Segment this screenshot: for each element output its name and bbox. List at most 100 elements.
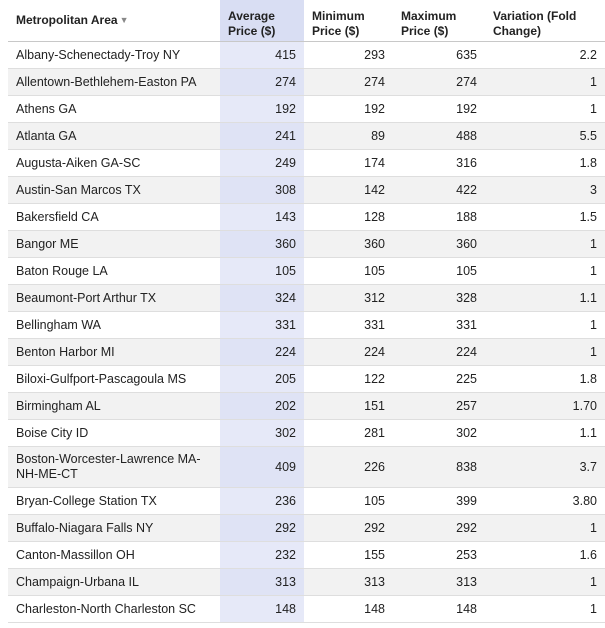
minimum-price-cell: 331 <box>304 311 393 339</box>
maximum-price-cell: 422 <box>393 176 485 204</box>
average-price-cell: 143 <box>220 203 304 231</box>
header-metro[interactable]: Metropolitan Area ▼ <box>8 0 220 42</box>
table-row[interactable]: Bangor ME 360 360 360 1 <box>8 230 605 258</box>
variation-cell: 3.80 <box>485 487 605 515</box>
table-row[interactable]: Allentown-Bethlehem-Easton PA 274 274 274 1 <box>8 68 605 96</box>
minimum-price-cell: 360 <box>304 230 393 258</box>
minimum-price-cell: 89 <box>304 122 393 150</box>
average-price-cell: 224 <box>220 338 304 366</box>
average-price-cell: 302 <box>220 419 304 447</box>
maximum-price-cell: 148 <box>393 595 485 623</box>
variation-cell: 1 <box>485 230 605 258</box>
variation-cell: 1 <box>485 257 605 285</box>
variation-cell: 1.6 <box>485 541 605 569</box>
table-row[interactable]: Benton Harbor MI 224 224 224 1 <box>8 338 605 366</box>
average-price-cell: 308 <box>220 176 304 204</box>
variation-cell: 2.2 <box>485 41 605 69</box>
header-maximum-price-label: Maximum Price ($) <box>401 9 457 38</box>
header-maximum-price[interactable]: Maximum Price ($) <box>393 0 485 42</box>
table-row[interactable]: Canton-Massillon OH 232 155 253 1.6 <box>8 541 605 569</box>
variation-cell: 3.7 <box>485 446 605 488</box>
maximum-price-cell: 257 <box>393 392 485 420</box>
maximum-price-cell: 360 <box>393 230 485 258</box>
header-minimum-price-label: Minimum Price ($) <box>312 9 365 38</box>
header-metro-label: Metropolitan Area <box>16 13 118 27</box>
variation-cell: 1 <box>485 568 605 596</box>
table-row[interactable]: Bakersfield CA 143 128 188 1.5 <box>8 203 605 231</box>
table-row[interactable]: Buffalo-Niagara Falls NY 292 292 292 1 <box>8 514 605 542</box>
table-row[interactable]: Boston-Worcester-Lawrence MA-NH-ME-CT 409… <box>8 446 605 488</box>
table-row[interactable]: Charleston-North Charleston SC 148 148 148 1 <box>8 595 605 623</box>
minimum-price-cell: 105 <box>304 257 393 285</box>
metro-cell: Bryan-College Station TX <box>8 487 220 515</box>
average-price-cell: 148 <box>220 595 304 623</box>
variation-cell: 5.5 <box>485 122 605 150</box>
average-price-cell: 360 <box>220 230 304 258</box>
variation-cell: 1 <box>485 68 605 96</box>
header-variation[interactable]: Variation (Fold Change) <box>485 0 605 42</box>
maximum-price-cell: 488 <box>393 122 485 150</box>
metro-cell: Champaign-Urbana IL <box>8 568 220 596</box>
table-row[interactable]: Baton Rouge LA 105 105 105 1 <box>8 257 605 285</box>
minimum-price-cell: 293 <box>304 41 393 69</box>
table-row[interactable]: Bellingham WA 331 331 331 1 <box>8 311 605 339</box>
metro-cell: Atlanta GA <box>8 122 220 150</box>
table-row[interactable]: Biloxi-Gulfport-Pascagoula MS 205 122 225 1.… <box>8 365 605 393</box>
average-price-cell: 205 <box>220 365 304 393</box>
table-row[interactable]: Birmingham AL 202 151 257 1.70 <box>8 392 605 420</box>
minimum-price-cell: 281 <box>304 419 393 447</box>
maximum-price-cell: 399 <box>393 487 485 515</box>
header-average-price[interactable]: Average Price ($) <box>220 0 304 42</box>
minimum-price-cell: 192 <box>304 95 393 123</box>
average-price-cell: 331 <box>220 311 304 339</box>
average-price-cell: 192 <box>220 95 304 123</box>
table-row[interactable]: Beaumont-Port Arthur TX 324 312 328 1.1 <box>8 284 605 312</box>
variation-cell: 1 <box>485 95 605 123</box>
maximum-price-cell: 188 <box>393 203 485 231</box>
table-row[interactable]: Champaign-Urbana IL 313 313 313 1 <box>8 568 605 596</box>
metro-cell: Beaumont-Port Arthur TX <box>8 284 220 312</box>
minimum-price-cell: 151 <box>304 392 393 420</box>
minimum-price-cell: 142 <box>304 176 393 204</box>
minimum-price-cell: 128 <box>304 203 393 231</box>
minimum-price-cell: 155 <box>304 541 393 569</box>
minimum-price-cell: 312 <box>304 284 393 312</box>
metro-cell: Bellingham WA <box>8 311 220 339</box>
minimum-price-cell: 274 <box>304 68 393 96</box>
metro-cell: Boston-Worcester-Lawrence MA-NH-ME-CT <box>8 446 220 488</box>
table-row[interactable]: Athens GA 192 192 192 1 <box>8 95 605 123</box>
maximum-price-cell: 224 <box>393 338 485 366</box>
minimum-price-cell: 174 <box>304 149 393 177</box>
metro-cell: Birmingham AL <box>8 392 220 420</box>
variation-cell: 1 <box>485 338 605 366</box>
maximum-price-cell: 274 <box>393 68 485 96</box>
maximum-price-cell: 635 <box>393 41 485 69</box>
metro-cell: Benton Harbor MI <box>8 338 220 366</box>
maximum-price-cell: 192 <box>393 95 485 123</box>
table-row[interactable]: Boise City ID 302 281 302 1.1 <box>8 419 605 447</box>
sort-down-icon: ▼ <box>119 15 129 25</box>
table-row[interactable]: Albany-Schenectady-Troy NY 415 293 635 2.2 <box>8 41 605 69</box>
variation-cell: 3 <box>485 176 605 204</box>
maximum-price-cell: 105 <box>393 257 485 285</box>
maximum-price-cell: 331 <box>393 311 485 339</box>
variation-cell: 1.8 <box>485 149 605 177</box>
minimum-price-cell: 122 <box>304 365 393 393</box>
variation-cell: 1.8 <box>485 365 605 393</box>
maximum-price-cell: 313 <box>393 568 485 596</box>
table-row[interactable]: Augusta-Aiken GA-SC 249 174 316 1.8 <box>8 149 605 177</box>
average-price-cell: 232 <box>220 541 304 569</box>
header-minimum-price[interactable]: Minimum Price ($) <box>304 0 393 42</box>
table-row[interactable]: Bryan-College Station TX 236 105 399 3.80 <box>8 487 605 515</box>
maximum-price-cell: 225 <box>393 365 485 393</box>
average-price-cell: 292 <box>220 514 304 542</box>
table-row[interactable]: Atlanta GA 241 89 488 5.5 <box>8 122 605 150</box>
table-row[interactable]: Austin-San Marcos TX 308 142 422 3 <box>8 176 605 204</box>
header-variation-label: Variation (Fold Change) <box>493 9 577 38</box>
metro-cell: Allentown-Bethlehem-Easton PA <box>8 68 220 96</box>
average-price-cell: 324 <box>220 284 304 312</box>
maximum-price-cell: 292 <box>393 514 485 542</box>
header-row: Metropolitan Area ▼ Average Price ($) Min… <box>8 0 605 42</box>
metro-cell: Canton-Massillon OH <box>8 541 220 569</box>
average-price-cell: 409 <box>220 446 304 488</box>
